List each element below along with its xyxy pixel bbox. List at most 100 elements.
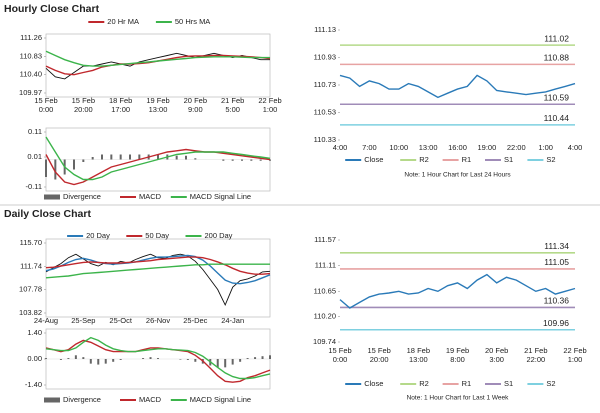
x-tick-label: 19:00 (477, 143, 496, 152)
note: Note: 1 Hour Chart for Last 1 Week (407, 395, 510, 402)
bar (231, 359, 234, 365)
x-tick-label: 22:00 (507, 143, 526, 152)
x-tick-label: 4:00 (333, 143, 348, 152)
legend-label: MACD Signal Line (190, 395, 251, 404)
bar (224, 359, 227, 368)
bar (261, 356, 264, 359)
legend-label: S1 (504, 155, 513, 164)
y-tick-label: 0.11 (28, 127, 42, 136)
y-tick-label: 110.33 (314, 135, 336, 144)
y-tick-label: 111.13 (314, 25, 336, 34)
x-tick-label: 18 Feb 17:00 (109, 96, 132, 114)
level-label: 110.36 (544, 296, 570, 306)
series-line (45, 136, 271, 181)
x-tick-label: 20 Feb 3:00 (485, 346, 508, 364)
y-tick-label: 110.40 (20, 70, 42, 79)
bar (269, 159, 271, 161)
y-tick-label: 111.11 (315, 261, 336, 270)
bar (246, 358, 249, 359)
y-tick-label: 110.53 (314, 107, 336, 116)
x-tick-label: 25-Oct (109, 316, 132, 325)
bar (186, 359, 189, 360)
bar (82, 159, 85, 162)
legend-label: R1 (462, 379, 472, 388)
bar (185, 155, 187, 160)
y-tick-label: 110.83 (20, 51, 42, 60)
x-tick-label: 7:00 (362, 143, 377, 152)
legend-label: R2 (419, 379, 429, 388)
series-line (45, 52, 270, 80)
bar (222, 159, 225, 161)
series-line (339, 273, 576, 309)
x-tick-label: 24-Aug (34, 316, 58, 325)
level-label: 110.88 (544, 53, 570, 63)
x-tick-label: 24-Jan (221, 316, 244, 325)
bar (194, 158, 197, 160)
series-line (45, 253, 271, 306)
bar (157, 154, 159, 160)
legend-label: Divergence (63, 192, 101, 201)
series-line (45, 336, 271, 380)
level-label: 111.05 (544, 257, 569, 267)
bar (269, 355, 271, 359)
bar (149, 357, 152, 359)
series-line (45, 54, 271, 76)
y-tick-label: 1.40 (27, 328, 42, 337)
bar (175, 155, 178, 160)
y-tick-label: 0.00 (27, 354, 42, 363)
bar (142, 358, 145, 359)
x-tick-label: 15 Feb 20:00 (72, 96, 95, 114)
x-tick-label: 21 Feb 5:00 (221, 96, 244, 114)
series-line (45, 50, 270, 67)
level-label: 110.59 (544, 93, 570, 103)
x-tick-label: 25-Sep (71, 316, 95, 325)
y-tick-label: 110.20 (314, 311, 336, 320)
bar (89, 359, 92, 364)
x-tick-label: 21 Feb 22:00 (524, 346, 547, 364)
x-tick-label: 10:00 (389, 143, 408, 152)
y-tick-label: 109.74 (313, 337, 336, 346)
y-tick-label: -0.11 (25, 182, 42, 191)
bar (179, 359, 182, 360)
y-tick-label: 111.26 (20, 33, 42, 42)
level-label: 111.34 (544, 241, 569, 251)
legend-swatch (44, 194, 60, 200)
legend-label: MACD (139, 395, 162, 404)
bar (45, 159, 47, 177)
legend-label: MACD (139, 192, 162, 201)
plot-frame (45, 33, 271, 98)
y-tick-label: 111.57 (314, 235, 336, 244)
x-tick-label: 15 Feb 20:00 (367, 346, 390, 364)
legend-label: S2 (546, 379, 555, 388)
x-tick-label: 19 Feb 13:00 (146, 96, 169, 114)
bar (129, 154, 131, 160)
series-line (45, 256, 271, 275)
bar (82, 357, 85, 359)
x-tick-label: 4:00 (568, 143, 583, 152)
x-tick-label: 26-Nov (146, 316, 170, 325)
y-tick-label: 111.74 (20, 261, 42, 270)
series-line (45, 254, 271, 285)
level-label: 110.44 (544, 113, 570, 123)
x-tick-label: 20 Feb 9:00 (184, 96, 207, 114)
y-tick-label: 110.93 (314, 52, 336, 61)
bar (112, 359, 115, 362)
bar (259, 159, 262, 161)
section-title: Hourly Close Chart (4, 3, 100, 15)
x-tick-label: 15 Feb 0:00 (34, 96, 57, 114)
bar (59, 359, 62, 360)
bar (138, 154, 141, 160)
bar (67, 358, 70, 359)
series-line (45, 148, 271, 186)
bar (104, 359, 107, 364)
bar (216, 359, 219, 368)
series-line (45, 339, 271, 383)
y-tick-label: 110.65 (314, 286, 336, 295)
x-tick-label: 1:00 (538, 143, 553, 152)
bar (254, 357, 257, 359)
legend-label: 200 Day (205, 231, 233, 240)
series-line (339, 74, 576, 99)
x-tick-label: 16:00 (448, 143, 467, 152)
legend-label: Close (364, 379, 383, 388)
